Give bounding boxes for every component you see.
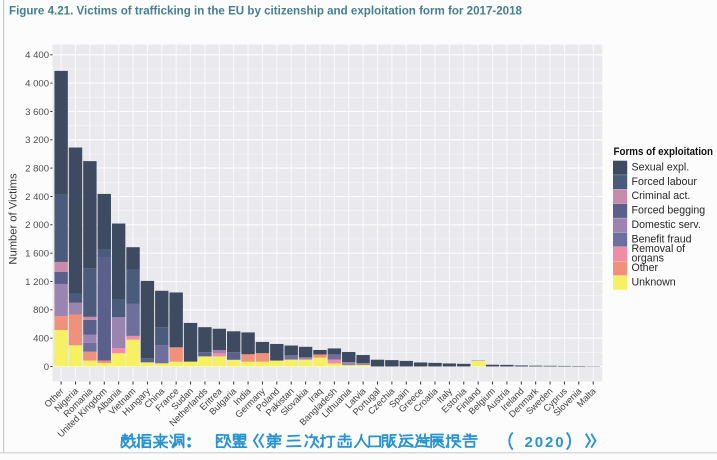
- svg-text:4 000: 4 000: [25, 79, 49, 90]
- svg-text:2020: 2020: [525, 434, 566, 451]
- svg-text:800: 800: [33, 305, 49, 316]
- svg-text:Criminal act.: Criminal act.: [632, 190, 691, 202]
- svg-text:2 800: 2 800: [25, 164, 49, 175]
- svg-text:Forced labour: Forced labour: [632, 176, 698, 188]
- svg-text:3 600: 3 600: [25, 107, 49, 118]
- svg-text:1 600: 1 600: [25, 249, 49, 260]
- svg-text:Unknown: Unknown: [632, 276, 676, 288]
- svg-text:Number of Victims: Number of Victims: [8, 173, 20, 265]
- svg-text:Domestic serv.: Domestic serv.: [632, 219, 701, 231]
- svg-text:Sexual expl.: Sexual expl.: [632, 161, 690, 173]
- svg-text:400: 400: [33, 334, 49, 345]
- svg-text:Figure 4.21. Victims of traffi: Figure 4.21. Victims of trafficking in t…: [9, 4, 522, 18]
- svg-text:2 400: 2 400: [25, 192, 49, 203]
- svg-text:Forced begging: Forced begging: [632, 205, 706, 217]
- svg-text:2 000: 2 000: [25, 220, 49, 231]
- svg-text:Forms of exploitation: Forms of exploitation: [614, 146, 714, 158]
- svg-text:1 200: 1 200: [25, 277, 49, 288]
- svg-text:Other: Other: [632, 262, 659, 274]
- svg-text:3 200: 3 200: [25, 135, 49, 146]
- svg-text:0: 0: [44, 362, 49, 373]
- svg-text:4 400: 4 400: [25, 50, 49, 61]
